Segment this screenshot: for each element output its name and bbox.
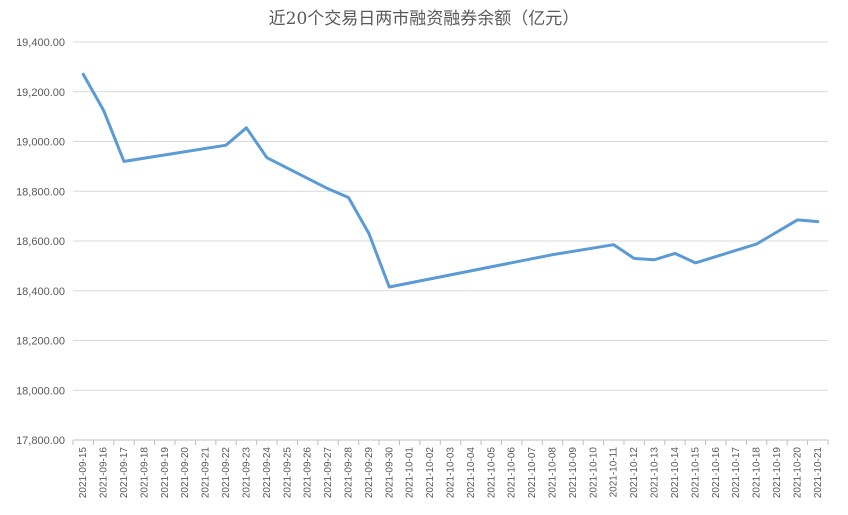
x-tick-label: 2021-10-10 xyxy=(588,447,599,499)
y-tick-label: 18,200.00 xyxy=(16,336,65,348)
y-axis-ticks: 17,800.00 18,000.00 18,200.00 18,400.00 18,6… xyxy=(16,37,65,447)
x-tick-label: 2021-10-07 xyxy=(527,447,538,499)
x-tick-label: 2021-09-20 xyxy=(180,447,191,499)
series-line xyxy=(81,72,820,289)
x-tick-label: 2021-10-15 xyxy=(690,447,701,499)
x-tick-label: 2021-10-03 xyxy=(446,447,457,499)
gridlines xyxy=(73,41,828,441)
y-tick-label: 18,400.00 xyxy=(16,286,65,298)
x-tick-label: 2021-09-27 xyxy=(323,447,334,499)
x-tick-label: 2021-09-30 xyxy=(384,447,395,499)
x-tick-label: 2021-09-26 xyxy=(303,447,314,499)
x-tick-label: 2021-10-18 xyxy=(752,447,763,499)
x-tick-label: 2021-09-23 xyxy=(241,447,252,499)
x-tick-label: 2021-10-11 xyxy=(609,447,620,498)
x-tick-label: 2021-10-21 xyxy=(813,447,824,499)
x-tick-label: 2021-09-16 xyxy=(99,447,110,499)
y-tick-label: 19,000.00 xyxy=(16,137,65,149)
x-tick-label: 2021-09-28 xyxy=(343,447,354,499)
x-tick-label: 2021-10-19 xyxy=(772,447,783,499)
x-tick-label: 2021-10-20 xyxy=(792,447,803,499)
x-tick-label: 2021-09-17 xyxy=(119,447,130,499)
x-tick-label: 2021-10-01 xyxy=(405,447,416,499)
y-tick-label: 17,800.00 xyxy=(16,435,65,447)
x-tick-label: 2021-09-22 xyxy=(221,447,232,499)
series-layer xyxy=(81,72,820,289)
x-tick-label: 2021-10-09 xyxy=(568,447,579,499)
x-tick-label: 2021-09-18 xyxy=(139,447,150,499)
x-axis-ticks: 2021-09-15 2021-09-16 2021-09-17 2021-09-18… xyxy=(72,440,829,499)
chart-title: 近20个交易日两市融资融券余额（亿元） xyxy=(269,9,580,29)
x-tick-label: 2021-10-17 xyxy=(731,447,742,499)
x-tick-label: 2021-10-13 xyxy=(650,447,661,499)
x-tick-label: 2021-10-16 xyxy=(711,447,722,499)
x-tick-label: 2021-10-12 xyxy=(629,447,640,499)
x-tick-label: 2021-10-14 xyxy=(670,447,681,499)
x-tick-label: 2021-10-08 xyxy=(548,447,559,499)
y-tick-label: 18,800.00 xyxy=(16,186,65,198)
x-tick-label: 2021-09-25 xyxy=(282,447,293,499)
y-tick-label: 18,600.00 xyxy=(16,236,65,248)
x-tick-label: 2021-09-15 xyxy=(78,447,89,499)
x-tick-label: 2021-09-21 xyxy=(201,447,212,499)
x-tick-label: 2021-09-19 xyxy=(160,447,171,499)
y-tick-label: 19,200.00 xyxy=(16,87,65,99)
y-tick-label: 19,400.00 xyxy=(16,37,65,49)
y-tick-label: 18,000.00 xyxy=(16,385,65,397)
x-tick-label: 2021-10-04 xyxy=(466,447,477,499)
x-tick-label: 2021-09-24 xyxy=(262,447,273,499)
x-tick-label: 2021-10-02 xyxy=(425,447,436,499)
x-tick-label: 2021-10-05 xyxy=(486,447,497,499)
x-tick-label: 2021-10-06 xyxy=(507,447,518,499)
x-tick-label: 2021-09-29 xyxy=(364,447,375,499)
